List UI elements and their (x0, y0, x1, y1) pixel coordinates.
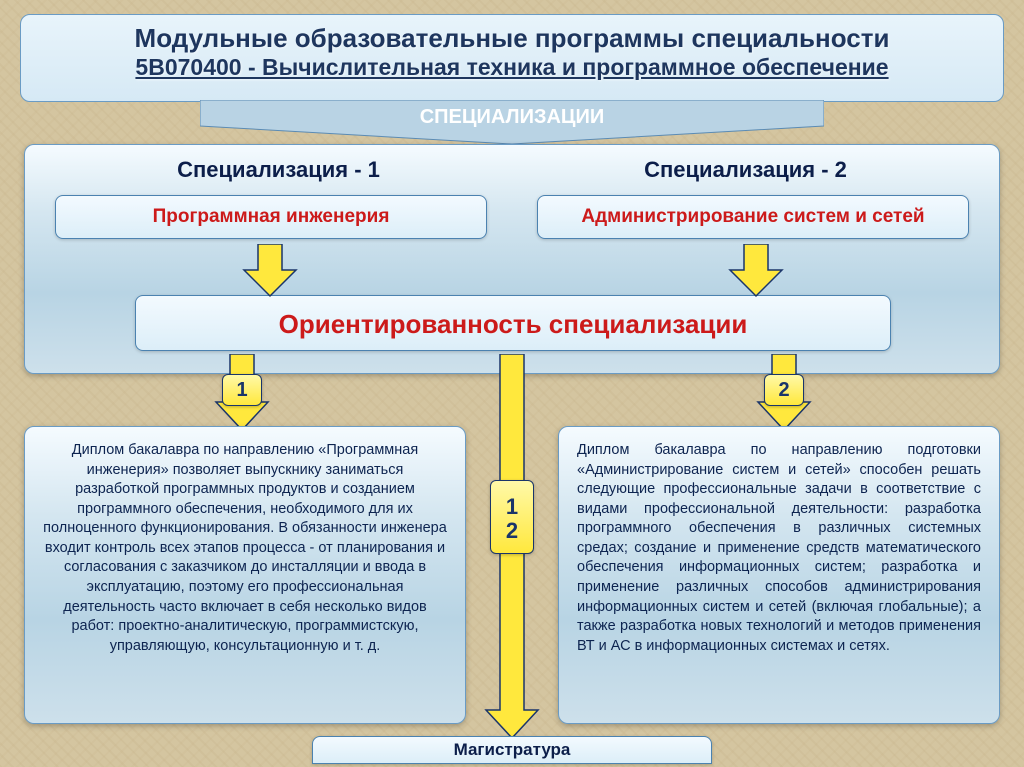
badge-12-line2: 2 (491, 519, 533, 543)
spec2-heading: Специализация - 2 (644, 157, 847, 183)
desc-text-2: Диплом бакалавра по направлению подготов… (577, 441, 981, 656)
specializations-chevron: СПЕЦИАЛИЗАЦИИ (200, 100, 824, 140)
main-panel: Специализация - 1 Специализация - 2 Прог… (24, 144, 1000, 374)
arrow-spec2-down (726, 244, 786, 300)
magistracy-box: Магистратура (312, 736, 712, 764)
spec1-heading: Специализация - 1 (177, 157, 380, 183)
spec1-box: Программная инженерия (55, 195, 487, 239)
spec2-box: Администрирование систем и сетей (537, 195, 969, 239)
desc-panel-1: Диплом бакалавра по направлению «Програм… (24, 426, 466, 724)
badge-12-line1: 1 (491, 495, 533, 519)
title-line-1: Модульные образовательные программы спец… (21, 23, 1003, 54)
orient-box: Ориентированность специализации (135, 295, 891, 351)
arrow-spec1-down (240, 244, 300, 300)
badge-2: 2 (764, 374, 804, 406)
title-line-2: 5В070400 - Вычислительная техника и прог… (21, 54, 1003, 81)
badge-12: 1 2 (490, 480, 534, 554)
badge-1: 1 (222, 374, 262, 406)
desc-panel-2: Диплом бакалавра по направлению подготов… (558, 426, 1000, 724)
title-panel: Модульные образовательные программы спец… (20, 14, 1004, 102)
chevron-label: СПЕЦИАЛИЗАЦИИ (420, 106, 605, 128)
desc-text-1: Диплом бакалавра по направлению «Програм… (43, 441, 447, 656)
